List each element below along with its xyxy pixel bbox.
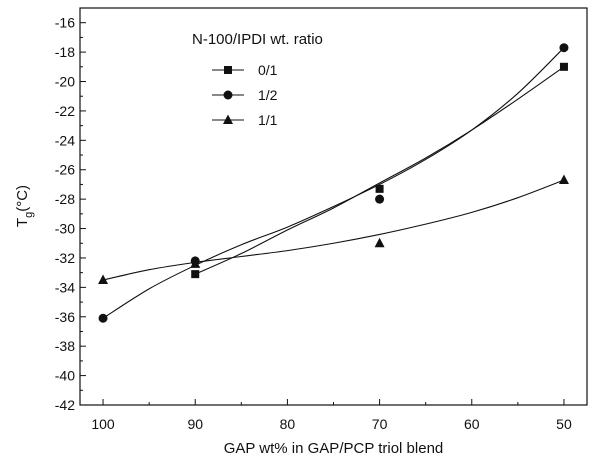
y-axis-ticks: -42 -40 -38 -36 -34 -32 -30 -28 -26 -24 -22 -20 -18 -… bbox=[55, 15, 86, 413]
y-axis-title-subscript: g bbox=[23, 212, 35, 218]
data-point-triangle bbox=[558, 174, 569, 185]
fit-curves bbox=[102, 47, 565, 319]
x-tick-label: 60 bbox=[464, 416, 480, 432]
data-point-circle bbox=[559, 43, 569, 53]
y-tick-label: -22 bbox=[55, 103, 75, 119]
y-tick-label: -40 bbox=[55, 368, 75, 384]
y-tick-label: -38 bbox=[55, 338, 75, 354]
fit-curve-square bbox=[195, 66, 565, 275]
legend-title: N-100/IPDI wt. ratio bbox=[192, 31, 323, 48]
y-tick-label: -42 bbox=[55, 397, 75, 413]
y-tick-label: -20 bbox=[55, 74, 75, 90]
y-tick-label: -26 bbox=[55, 162, 75, 178]
legend-marker-triangle bbox=[223, 114, 233, 124]
legend-label: 1/2 bbox=[258, 87, 278, 103]
legend: N-100/IPDI wt. ratio 0/1 1/2 1/1 bbox=[192, 31, 323, 128]
x-tick-label: 50 bbox=[556, 416, 572, 432]
y-axis-title-main: T bbox=[14, 218, 31, 227]
data-point-triangle bbox=[374, 237, 385, 248]
y-tick-label: -34 bbox=[55, 279, 75, 295]
x-tick-label: 90 bbox=[187, 416, 203, 432]
legend-marker-circle bbox=[223, 90, 233, 100]
x-tick-label: 70 bbox=[372, 416, 388, 432]
y-tick-label: -16 bbox=[55, 15, 75, 31]
data-point-triangle bbox=[98, 274, 109, 285]
x-axis-title: GAP wt% in GAP/PCP triol blend bbox=[224, 440, 444, 457]
y-tick-label: -32 bbox=[55, 250, 75, 266]
legend-label: 1/1 bbox=[258, 112, 278, 128]
legend-label: 0/1 bbox=[258, 62, 278, 78]
fit-curve-triangle bbox=[102, 179, 565, 281]
y-axis-title-unit: (°C) bbox=[14, 185, 31, 212]
y-tick-label: -28 bbox=[55, 191, 75, 207]
data-point-circle bbox=[375, 194, 385, 204]
data-point-circle bbox=[98, 313, 108, 323]
x-tick-label: 80 bbox=[280, 416, 296, 432]
y-tick-label: -36 bbox=[55, 309, 75, 325]
data-point-square bbox=[559, 62, 568, 71]
data-point-square bbox=[191, 270, 200, 279]
x-tick-label: 100 bbox=[91, 416, 115, 432]
y-tick-label: -18 bbox=[55, 44, 75, 60]
legend-marker-square bbox=[224, 66, 232, 74]
x-axis-ticks: 100 90 80 70 60 50 bbox=[91, 399, 572, 432]
fit-curve-circle bbox=[102, 47, 565, 319]
data-point-square bbox=[375, 184, 384, 193]
data-point-triangle bbox=[190, 258, 201, 268]
y-tick-label: -30 bbox=[55, 221, 75, 237]
data-markers bbox=[98, 43, 569, 323]
y-axis-title: Tg(°C) bbox=[14, 185, 35, 227]
y-tick-label: -24 bbox=[55, 132, 75, 148]
